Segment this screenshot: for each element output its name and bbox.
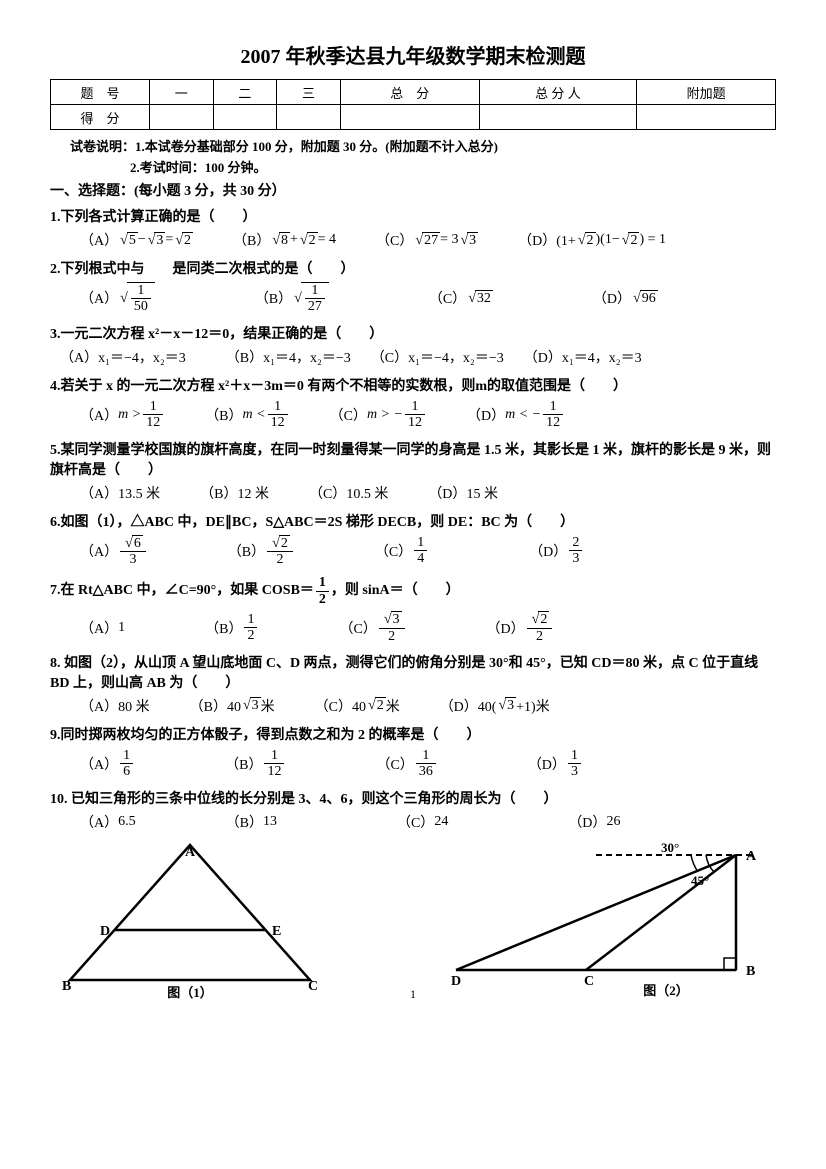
svg-text:A: A [185, 845, 196, 860]
q7-text: 7.在 Rt△ABC 中，∠C=90°，如果 COSB＝12，则 sinA＝（ … [50, 575, 776, 607]
q3-opt-a: （A）x₁＝−4，x₂＝3 [60, 347, 186, 367]
svg-text:30°: 30° [661, 840, 679, 855]
q8-opt-d: （D）40(3+1)米 [440, 696, 550, 716]
q10-opt-c: （C）24 [397, 812, 448, 832]
cell: 一 [150, 80, 214, 105]
cell [150, 105, 214, 130]
table-row: 题 号 一 二 三 总 分 总 分 人 附加题 [51, 80, 776, 105]
table-row: 得 分 [51, 105, 776, 130]
score-table: 题 号 一 二 三 总 分 总 分 人 附加题 得 分 [50, 79, 776, 130]
q9-text: 9.同时掷两枚均匀的正方体骰子，得到点数之和为 2 的概率是（ ） [50, 724, 776, 744]
q4-opt-a: （A）m > 112 [80, 399, 165, 431]
svg-text:D: D [100, 924, 110, 939]
q10-opt-a: （A）6.5 [80, 812, 136, 832]
instruction-1: 试卷说明：1.本试卷分基础部分 100 分，附加题 30 分。(附加题不计入总分… [70, 136, 776, 155]
q6-opt-c: （C）14 [375, 535, 429, 567]
q2-text: 2.下列根式中与 是同类二次根式的是（ ） [50, 258, 776, 278]
cell [213, 105, 277, 130]
q2-opt-d: （D）96 [593, 288, 658, 308]
page-title: 2007 年秋季达县九年级数学期末检测题 [50, 40, 776, 69]
cell: 总 分 [340, 80, 479, 105]
q2-opt-a: （A）150 [80, 282, 155, 315]
cell: 二 [213, 80, 277, 105]
q4-opt-c: （C）m > − 112 [330, 399, 427, 431]
q6-opt-a: （A）63 [80, 535, 148, 568]
q4-opt-b: （B）m < 112 [205, 399, 289, 431]
svg-text:D: D [451, 974, 461, 989]
q5-opt-a: （A）13.5 米 [80, 483, 160, 503]
cell [340, 105, 479, 130]
q1-opt-c: （C）27 = 33 [376, 230, 478, 250]
q8-options: （A）80 米 （B）403米 （C）402米 （D）40(3+1)米 [80, 696, 776, 716]
figure-2: 30° 45° A B C D 图（2） [436, 840, 776, 1005]
cell: 总 分 人 [479, 80, 637, 105]
cell [637, 105, 776, 130]
q1-options: （A）5 − 3 = 2 （B）8 + 2 = 4 （C）27 = 33 （D）… [80, 230, 776, 250]
q2-opt-c: （C）32 [429, 288, 493, 308]
svg-text:A: A [746, 849, 757, 864]
q7-opt-c: （C）32 [339, 611, 406, 644]
q5-opt-b: （B）12 米 [200, 483, 269, 503]
svg-text:B: B [62, 979, 71, 994]
q2-options: （A）150 （B）127 （C）32 （D）96 [80, 282, 776, 315]
q3-opt-d: （D）x₁＝4，x₂＝3 [524, 347, 642, 367]
q5-opt-c: （C）10.5 米 [309, 483, 388, 503]
q10-opt-b: （B）13 [226, 812, 277, 832]
svg-text:图（1）: 图（1） [167, 985, 213, 1000]
q1-text: 1.下列各式计算正确的是（ ） [50, 206, 776, 226]
mountain-angle-icon: 30° 45° A B C D 图（2） [436, 840, 776, 1000]
q5-options: （A）13.5 米 （B）12 米 （C）10.5 米 （D）15 米 [80, 483, 776, 503]
q7-options: （A）1 （B）12 （C）32 （D）22 [80, 611, 776, 644]
svg-text:B: B [746, 964, 755, 979]
figure-1: A D E B C 图（1） [50, 840, 330, 1005]
q7-opt-a: （A）1 [80, 618, 125, 638]
cell: 题 号 [51, 80, 150, 105]
q4-opt-d: （D）m < − 112 [467, 399, 565, 431]
q6-text: 6.如图（1），△ABC 中，DE∥BC，S△ABC＝2S 梯形 DECB，则 … [50, 511, 776, 531]
q9-opt-c: （C）136 [376, 748, 437, 780]
q1-opt-b: （B）8 + 2 = 4 [233, 230, 336, 250]
q6-opt-b: （B）22 [228, 535, 295, 568]
cell: 附加题 [637, 80, 776, 105]
q9-options: （A）16 （B）112 （C）136 （D）13 [80, 748, 776, 780]
q1-opt-d: （D）(1+2)(1−2) = 1 [518, 230, 666, 250]
svg-text:E: E [272, 924, 281, 939]
q9-opt-a: （A）16 [80, 748, 135, 780]
svg-text:45°: 45° [691, 873, 709, 888]
q5-text: 5.某同学测量学校国旗的旗杆高度，在同一时刻量得某一同学的身高是 1.5 米，其… [50, 439, 776, 479]
q8-opt-a: （A）80 米 [80, 696, 150, 716]
q8-opt-c: （C）402米 [315, 696, 400, 716]
q4-options: （A）m > 112 （B）m < 112 （C）m > − 112 （D）m … [80, 399, 776, 431]
q4-text: 4.若关于 x 的一元二次方程 x²＋x－3m＝0 有两个不相等的实数根，则m的… [50, 375, 776, 395]
cell: 得 分 [51, 105, 150, 130]
q9-opt-b: （B）112 [225, 748, 286, 780]
svg-text:C: C [584, 974, 594, 989]
q7-opt-d: （D）22 [487, 611, 555, 644]
q3-opt-b: （B）x₁＝4，x₂＝−3 [226, 347, 351, 367]
q3-options: （A）x₁＝−4，x₂＝3 （B）x₁＝4，x₂＝−3 （C）x₁＝−4，x₂＝… [60, 347, 776, 367]
q3-opt-c: （C）x₁＝−4，x₂＝−3 [371, 347, 504, 367]
q1-opt-a: （A）5 − 3 = 2 [80, 230, 193, 250]
svg-text:C: C [308, 979, 318, 994]
q10-text: 10. 已知三角形的三条中位线的长分别是 3、4、6，则这个三角形的周长为（ ） [50, 788, 776, 808]
q6-opt-d: （D）23 [529, 535, 584, 567]
q5-opt-d: （D）15 米 [428, 483, 498, 503]
instruction-2: 2.考试时间：100 分钟。 [130, 157, 776, 176]
q6-options: （A）63 （B）22 （C）14 （D）23 [80, 535, 776, 568]
section-1-heading: 一、选择题：(每小题 3 分，共 30 分） [50, 180, 776, 200]
q9-opt-d: （D）13 [528, 748, 583, 780]
q10-opt-d: （D）26 [568, 812, 620, 832]
cell [479, 105, 637, 130]
triangle-de-icon: A D E B C 图（1） [50, 840, 330, 1000]
figures-row: A D E B C 图（1） 30° 45° A B C D 图（2） [50, 840, 776, 1005]
q10-options: （A）6.5 （B）13 （C）24 （D）26 [80, 812, 776, 832]
q8-text: 8. 如图（2），从山顶 A 望山底地面 C、D 两点，测得它们的俯角分别是 3… [50, 652, 776, 692]
q7-opt-b: （B）12 [205, 612, 259, 644]
q3-text: 3.一元二次方程 x²－x－12＝0，结果正确的是（ ） [50, 323, 776, 343]
svg-text:图（2）: 图（2） [643, 983, 689, 998]
q8-opt-b: （B）403米 [190, 696, 275, 716]
cell: 三 [277, 80, 341, 105]
cell [277, 105, 341, 130]
q2-opt-b: （B）127 [255, 282, 329, 315]
